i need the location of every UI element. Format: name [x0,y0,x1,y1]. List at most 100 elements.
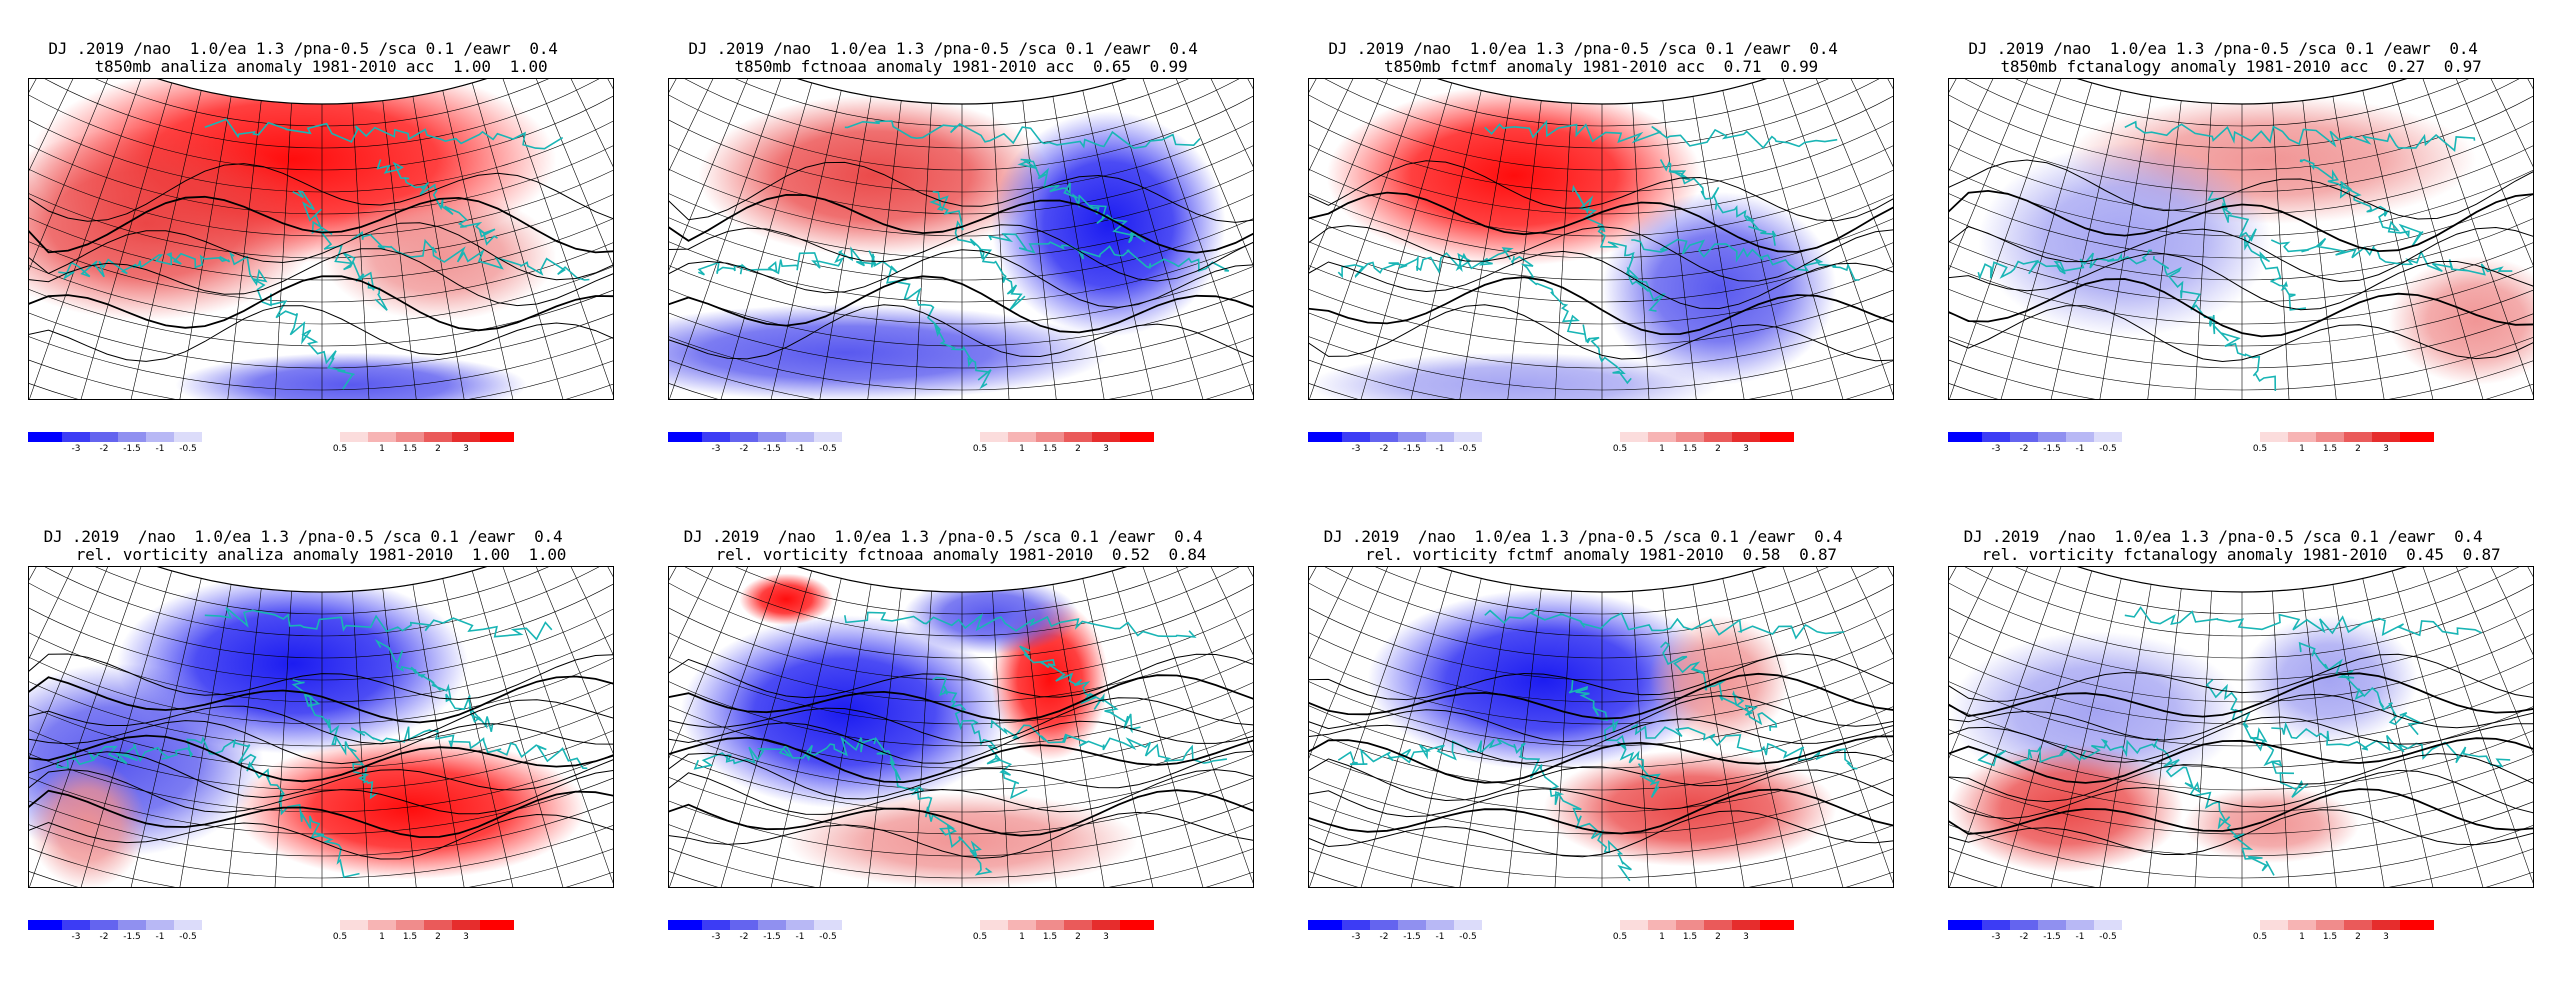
parallel-line [1949,188,2533,303]
meridian-line [557,79,613,399]
parallel-line [1949,567,2533,637]
colorbar: -3 -2 -1.5 -1 -0.5 0.5 1 1.5 2 3 [1948,920,2534,944]
colorbar-swatch [1120,432,1154,442]
map-frame [1948,566,2534,888]
colorbar-swatch [1342,920,1370,930]
colorbar-swatch [90,920,118,930]
colorbar-tick-label: 1 [1659,932,1665,942]
coastline [1568,679,1661,798]
contour-line [1949,226,2533,283]
map-boundary [157,567,487,593]
contour-line [1949,253,2533,311]
parallel-line [669,79,1253,171]
coastline [2299,159,2424,247]
contour-line [1949,737,2533,784]
colorbar-tick-label: -1 [1435,444,1445,454]
colorbar-tick-label: -2 [2019,932,2029,942]
colorbar-swatch [2400,432,2434,442]
colorbar-swatch [1620,920,1648,930]
parallel-line [1949,79,2533,171]
parallel-line [669,79,1253,149]
meridian-line [29,79,115,399]
parallel-line [1309,620,1893,725]
meridian-line [1309,567,1367,887]
meridian-line [529,567,613,887]
parallel-line [1309,658,1893,769]
parallel-line [669,244,1253,369]
anomaly-blob [2183,785,2360,864]
meridian-line [1949,79,2035,399]
map-frame [668,78,1254,400]
meridian-line [104,578,202,887]
meridian-line [1692,584,1766,887]
colorbar-swatch [668,432,702,442]
parallel-line [669,207,1253,325]
meridian-line [2024,578,2122,887]
colorbar-swatch [980,920,1008,930]
parallel-line [1309,567,1893,637]
parallel-line [1309,567,1893,615]
contour-line [29,195,613,254]
anomaly-map [1949,567,2533,887]
parallel-line [29,79,613,149]
colorbar-swatch [758,432,786,442]
colorbar: -3 -2 -1.5 -1 -0.5 0.5 1 1.5 2 3 [668,920,1254,944]
anomaly-blob [175,352,528,399]
coastline [990,719,1228,764]
contour-line [1949,693,2533,741]
parallel-line [1309,79,1893,171]
meridian-line [2186,591,2212,887]
colorbar-swatch [814,432,842,442]
colorbar-swatch [1704,920,1732,930]
parallel-line [669,567,1253,637]
map-frame [28,78,614,400]
map-frame [1308,566,1894,888]
parallel-line [669,676,1253,791]
parallel-line [1309,132,1893,237]
colorbar-tick-label: -3 [711,932,721,942]
colorbar-tick-label: 0.5 [2252,932,2268,942]
colorbar-tick-label: -1 [795,444,805,454]
parallel-line [1949,676,2533,791]
colorbar-tick-label: 2 [1715,932,1721,942]
meridian-line [1949,79,2007,399]
meridian-line [1662,100,1712,399]
parallel-line [29,751,613,879]
colorbar-tick-label: 2 [435,932,441,942]
meridian-line [1546,103,1572,399]
colorbar-swatch [1008,920,1036,930]
meridian-line [669,79,755,399]
meridian-line [2078,96,2152,399]
map-panel: DJ .2019 /nao 1.0/ea 1.3 /pna-0.5 /sca 0… [1308,528,1928,988]
meridian-line [500,567,613,887]
colorbar-swatch [28,920,62,930]
panel-title-line1: DJ .2019 /nao 1.0/ea 1.3 /pna-0.5 /sca 0… [1328,39,1838,58]
meridian-line [1169,567,1253,887]
meridian-line [1837,79,1893,399]
coastline [1977,249,2153,281]
colorbar-swatch [1426,432,1454,442]
map-panel: DJ .2019 /nao 1.0/ea 1.3 /pna-0.5 /sca 0… [28,528,648,988]
contour-line [29,769,613,815]
parallel-line [1309,207,1893,325]
panel-title-line1: DJ .2019 /nao 1.0/ea 1.3 /pna-0.5 /sca 0… [683,527,1203,546]
colorbar-swatch [1676,920,1704,930]
contour-line [29,789,613,839]
meridian-line [2272,591,2298,887]
parallel-line [669,132,1253,237]
colorbar-tick-label: -0.5 [819,932,837,942]
colorbar-swatch [2010,432,2038,442]
parallel-line [669,170,1253,281]
contour-line [669,750,1253,800]
parallel-line [669,95,1253,193]
colorbar-swatch [730,920,758,930]
colorbar-swatch [90,432,118,442]
colorbar-tick-label: 1 [1659,444,1665,454]
colorbar-swatch [340,920,368,930]
parallel-line [29,114,613,215]
meridian-line [2332,584,2406,887]
parallel-line [29,658,613,769]
parallel-line [1949,79,2533,127]
map-panel: DJ .2019 /nao 1.0/ea 1.3 /pna-0.5 /sca 0… [668,40,1288,500]
contour-line [669,193,1253,254]
